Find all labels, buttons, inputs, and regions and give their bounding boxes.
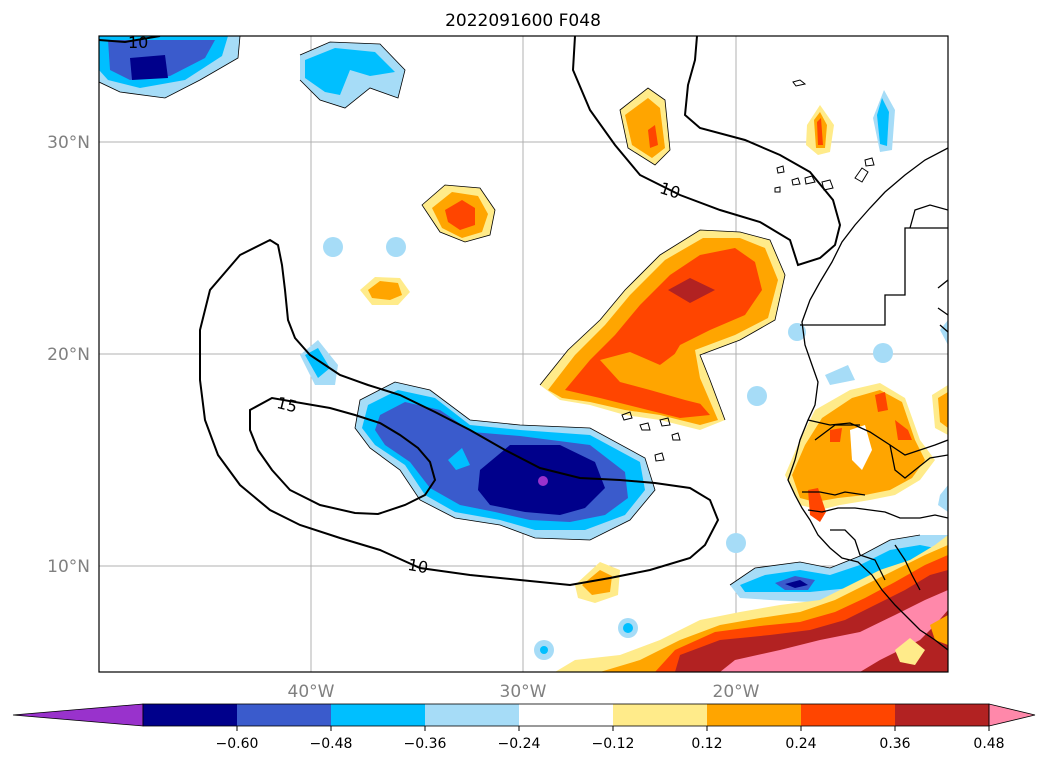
lon-labels: 40°W 30°W 20°W <box>288 682 760 702</box>
colorbar-extend-high <box>988 703 1036 727</box>
anomaly-fills <box>99 36 948 672</box>
colorbar-segment <box>425 704 520 726</box>
coastlines <box>787 147 948 651</box>
colorbar-label: −0.60 <box>216 736 259 752</box>
lon-label: 20°W <box>713 682 760 702</box>
colorbar-label: 0.36 <box>879 736 910 752</box>
lat-label: 10°N <box>47 557 90 577</box>
map-frame <box>98 35 949 673</box>
map-title: 2022091600 F048 <box>445 11 601 31</box>
contour-label: 10 <box>406 555 429 577</box>
contours <box>99 36 842 587</box>
contour-label: 10 <box>128 33 148 52</box>
colorbar-label: 0.48 <box>973 736 1004 752</box>
fill-outlines <box>99 36 921 586</box>
colorbar: −0.60 −0.48 −0.36 −0.24 −0.12 0.12 0.24 0.36 0.4… <box>12 703 1036 752</box>
contour-labels: 10 10 15 10 <box>128 33 683 577</box>
colorbar-segment <box>331 704 426 726</box>
colorbar-segment <box>801 704 896 726</box>
contour-label: 15 <box>275 393 299 416</box>
contour-10-main <box>199 238 720 587</box>
map-area: 10 10 15 10 <box>99 33 948 672</box>
colorbar-segment <box>519 704 614 726</box>
colorbar-label: −0.24 <box>498 736 541 752</box>
contour-15 <box>249 396 437 516</box>
colorbar-label: 0.12 <box>691 736 722 752</box>
colorbar-label: −0.12 <box>592 736 635 752</box>
contour-10-north <box>99 36 161 44</box>
lat-label: 20°N <box>47 345 90 365</box>
lon-label: 40°W <box>288 682 335 702</box>
colorbar-label: −0.48 <box>310 736 353 752</box>
colorbar-segment <box>895 704 990 726</box>
colorbar-segment <box>237 704 332 726</box>
colorbar-label: 0.24 <box>785 736 816 752</box>
lat-label: 30°N <box>47 133 90 153</box>
colorbar-label: −0.36 <box>404 736 447 752</box>
colorbar-segment <box>613 704 708 726</box>
colorbar-extend-low <box>12 703 144 727</box>
colorbar-segment <box>707 704 802 726</box>
colorbar-segment <box>143 704 238 726</box>
colorbar-frame <box>142 703 990 727</box>
lat-labels: 30°N 20°N 10°N <box>47 133 90 577</box>
lon-label: 30°W <box>500 682 547 702</box>
contour-10-ne <box>571 36 842 267</box>
